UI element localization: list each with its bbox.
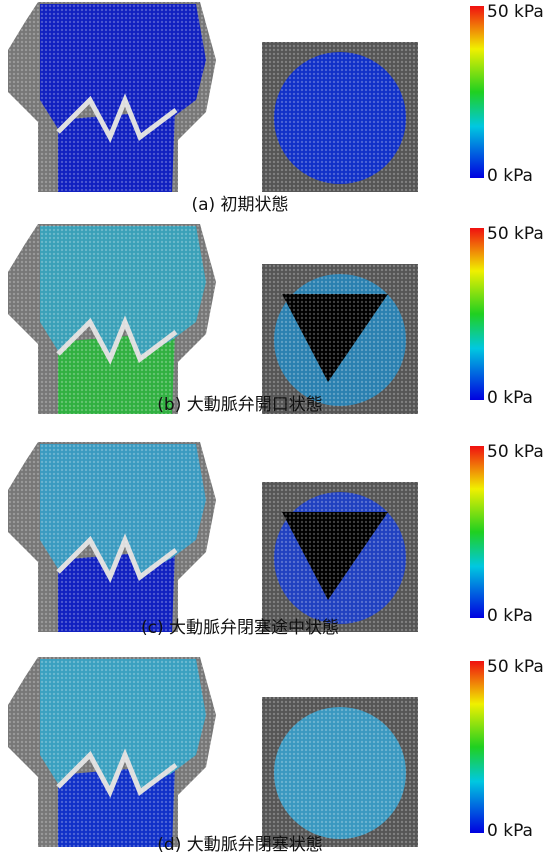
texture: [8, 224, 216, 414]
texture: [262, 482, 418, 632]
caption: (b) 大動脈弁開口状態: [157, 395, 322, 415]
texture: [8, 442, 216, 632]
texture: [8, 2, 216, 192]
colorbar: [470, 6, 484, 178]
colorbar-max-label: 50 kPa: [487, 2, 544, 22]
caption: (c) 大動脈弁閉塞途中状態: [141, 618, 339, 638]
caption: (a) 初期状態: [191, 195, 288, 215]
colorbar: [470, 228, 484, 400]
panel: 50 kPa 0 kPa (a) 初期状態: [8, 2, 544, 215]
panel: 50 kPa 0 kPa (b) 大動脈弁開口状態: [8, 224, 544, 415]
texture: [8, 657, 216, 847]
colorbar-min-label: 0 kPa: [487, 388, 533, 408]
colorbar-min-label: 0 kPa: [487, 166, 533, 186]
colorbar-max-label: 50 kPa: [487, 442, 544, 462]
caption: (d) 大動脈弁閉塞状態: [157, 835, 322, 855]
panel: 50 kPa 0 kPa (d) 大動脈弁閉塞状態: [8, 657, 544, 855]
figure: 50 kPa 0 kPa (a) 初期状態 50 kPa 0 kPa (b) 大動脈弁開口…: [0, 0, 558, 856]
colorbar: [470, 661, 484, 833]
texture: [262, 42, 418, 192]
colorbar-max-label: 50 kPa: [487, 224, 544, 244]
texture: [262, 697, 418, 847]
panel: 50 kPa 0 kPa (c) 大動脈弁閉塞途中状態: [8, 442, 544, 638]
colorbar: [470, 446, 484, 618]
texture: [262, 264, 418, 414]
colorbar-max-label: 50 kPa: [487, 657, 544, 677]
colorbar-min-label: 0 kPa: [487, 821, 533, 841]
colorbar-min-label: 0 kPa: [487, 606, 533, 626]
